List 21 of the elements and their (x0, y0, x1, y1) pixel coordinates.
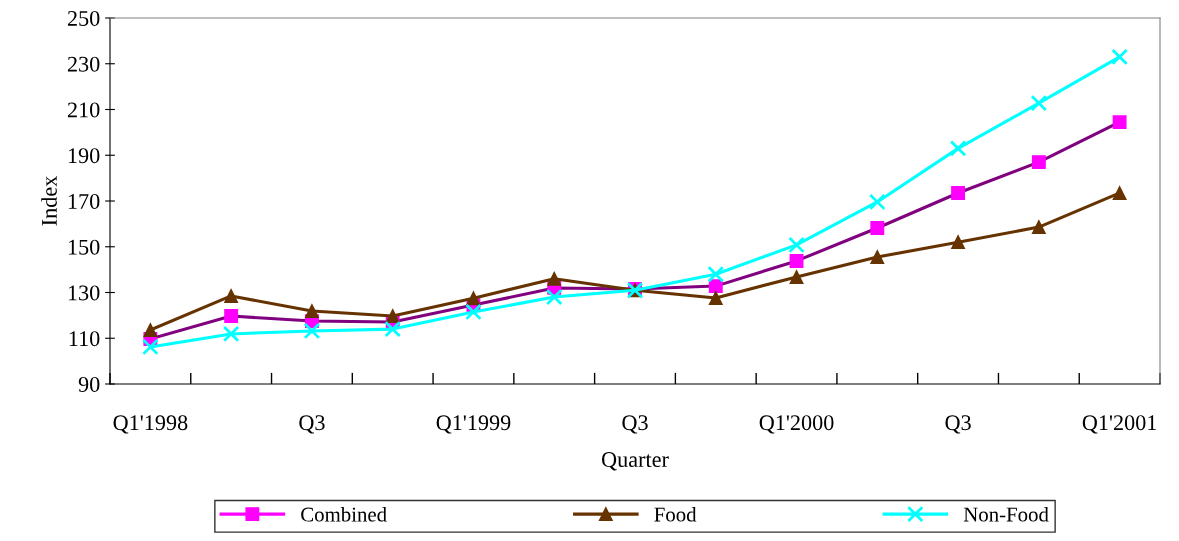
x-tick-label: Q1'2001 (1082, 415, 1157, 434)
y-tick-label: 150 (68, 239, 100, 255)
x-tick-label: Q3 (299, 415, 325, 434)
y-tick-label: 230 (67, 56, 100, 72)
y-tick-label: 130 (68, 285, 100, 301)
x-tick-label: Q1'1998 (113, 415, 188, 434)
y-tick-label: 250 (67, 10, 100, 26)
y-tick-label: 90 (78, 376, 100, 392)
x-tick-label: Q1'1999 (436, 415, 511, 434)
x-axis-title: Quarter (601, 452, 669, 471)
x-tick-label: Q1'2000 (759, 415, 834, 434)
x-tick-label: Q3 (945, 415, 971, 434)
legend-label: Food (654, 506, 697, 522)
legend-label: Combined (301, 506, 387, 522)
y-tick-label: 210 (67, 102, 100, 118)
legend-label: Non-Food (963, 506, 1049, 522)
y-tick-label: 110 (69, 331, 100, 347)
x-tick-label: Q3 (622, 415, 648, 434)
y-tick-label: 170 (68, 193, 100, 209)
y-tick-label: 190 (68, 148, 100, 164)
y-axis-title: Index (41, 175, 57, 226)
